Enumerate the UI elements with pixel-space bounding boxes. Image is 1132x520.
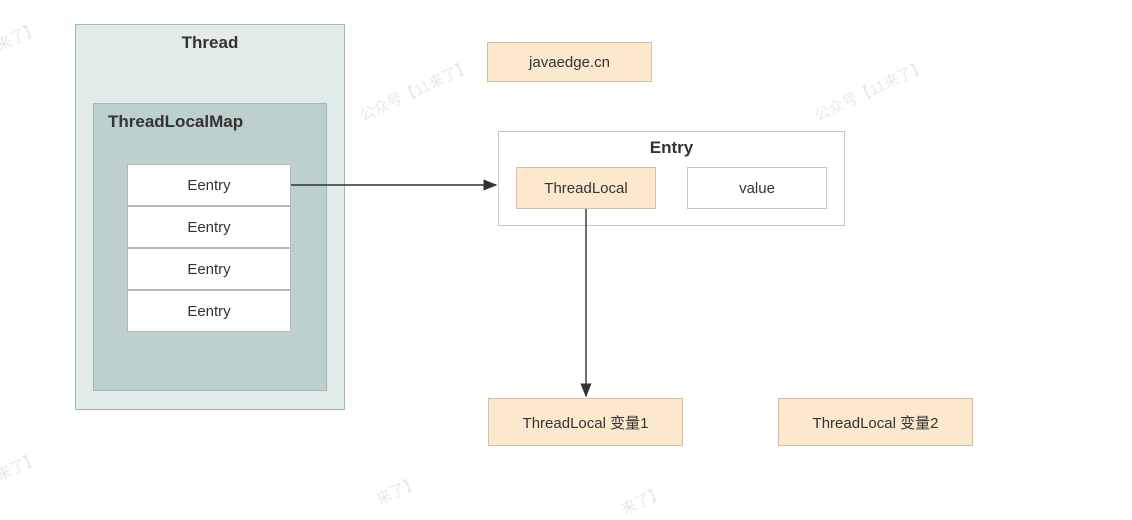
entry-cell-label: Eentry bbox=[187, 303, 230, 320]
watermark-text: 来了】 bbox=[0, 447, 42, 485]
entry-cell-label: Eentry bbox=[187, 219, 230, 236]
watermark-text: 来了】 bbox=[618, 481, 668, 519]
entry-cell: Eentry bbox=[127, 290, 291, 332]
threadlocalmap-label: ThreadLocalMap bbox=[108, 112, 243, 132]
value-label: value bbox=[739, 180, 775, 197]
entry-cell: Eentry bbox=[127, 248, 291, 290]
threadlocal-var1-box: ThreadLocal 变量1 bbox=[488, 398, 683, 446]
watermark-text: 来了】 bbox=[0, 17, 42, 55]
entry-cell-label: Eentry bbox=[187, 177, 230, 194]
entry-cell: Eentry bbox=[127, 164, 291, 206]
entry-container-label: Entry bbox=[650, 138, 693, 158]
value-box: value bbox=[687, 167, 827, 209]
threadlocal-var2-box: ThreadLocal 变量2 bbox=[778, 398, 973, 446]
threadlocal-var2-label: ThreadLocal 变量2 bbox=[813, 412, 939, 433]
thread-label: Thread bbox=[182, 33, 239, 53]
threadlocal-key-label: ThreadLocal bbox=[544, 180, 627, 197]
entry-cell: Eentry bbox=[127, 206, 291, 248]
watermark-text: 公众号【11来了】 bbox=[356, 56, 474, 126]
threadlocal-key-box: ThreadLocal bbox=[516, 167, 656, 209]
entry-cell-label: Eentry bbox=[187, 261, 230, 278]
threadlocal-var1-label: ThreadLocal 变量1 bbox=[523, 412, 649, 433]
watermark-text: 公众号【11来了】 bbox=[811, 56, 929, 126]
watermark-text: 来了】 bbox=[373, 471, 423, 509]
watermark-site-label: javaedge.cn bbox=[529, 54, 610, 71]
watermark-site-box: javaedge.cn bbox=[487, 42, 652, 82]
